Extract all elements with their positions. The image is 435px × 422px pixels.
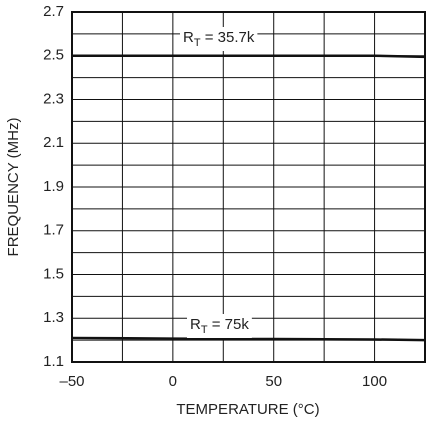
label-rest: = 75k xyxy=(208,316,250,333)
y-tick-label: 1.9 xyxy=(43,178,64,195)
x-tick-label: 0 xyxy=(169,373,177,390)
x-tick-label: –50 xyxy=(59,373,84,390)
label-subscript: T xyxy=(201,324,208,336)
plot-frame xyxy=(71,11,426,363)
label-main: R xyxy=(190,316,201,333)
y-tick-label: 2.7 xyxy=(43,3,64,20)
y-tick-label: 1.1 xyxy=(43,353,64,370)
y-tick-label: 1.3 xyxy=(43,309,64,326)
x-tick-label: 50 xyxy=(265,373,282,390)
y-tick-label: 2.5 xyxy=(43,47,64,64)
y-tick-label: 1.7 xyxy=(43,222,64,239)
series-line xyxy=(71,336,426,342)
y-tick-label: 2.1 xyxy=(43,134,64,151)
x-tick-label: 100 xyxy=(362,373,387,390)
label-background xyxy=(180,27,258,51)
label-main: R xyxy=(183,29,194,46)
y-axis-title: FREQUENCY (MHz) xyxy=(5,118,22,257)
y-tick-label: 2.3 xyxy=(43,90,64,107)
series-label: RT = 35.7k xyxy=(183,29,255,49)
series-label: RT = 75k xyxy=(190,316,249,336)
series-line xyxy=(72,54,426,59)
label-subscript: T xyxy=(194,37,201,49)
label-rest: = 35.7k xyxy=(201,29,255,46)
x-axis-title: TEMPERATURE (°C) xyxy=(176,401,319,418)
label-background xyxy=(187,314,252,338)
y-tick-label: 1.5 xyxy=(43,265,64,282)
